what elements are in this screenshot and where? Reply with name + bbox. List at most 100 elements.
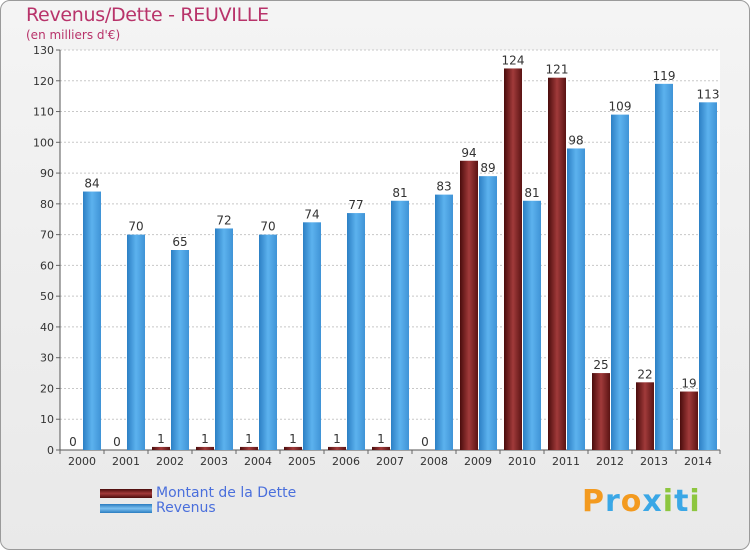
bar-debt <box>284 446 302 450</box>
logo-letter: x <box>642 484 663 519</box>
x-tick-label: 2010 <box>508 455 536 468</box>
y-tick-label: 30 <box>40 352 54 365</box>
data-label-revenue: 77 <box>348 198 363 212</box>
x-tick-label: 2006 <box>332 455 360 468</box>
bar-revenue <box>567 148 585 450</box>
data-label-debt: 19 <box>681 377 696 391</box>
x-tick-label: 2007 <box>376 455 404 468</box>
y-tick-label: 120 <box>33 75 54 88</box>
data-label-revenue: 65 <box>172 235 187 249</box>
data-label-debt: 0 <box>69 435 77 449</box>
x-tick-label: 2013 <box>640 455 668 468</box>
data-label-debt: 1 <box>157 432 165 446</box>
bar-debt <box>152 446 170 450</box>
y-tick-label: 60 <box>40 259 54 272</box>
bar-revenue <box>655 83 673 450</box>
x-tick-label: 2009 <box>464 455 492 468</box>
bar-revenue <box>699 102 717 451</box>
y-tick-label: 10 <box>40 413 54 426</box>
data-label-revenue: 84 <box>84 177 99 191</box>
bar-revenue <box>83 191 101 451</box>
logo-letter: i <box>689 484 701 519</box>
bar-debt <box>592 373 610 450</box>
bar-revenue <box>523 200 541 450</box>
bar-debt <box>372 446 390 450</box>
bar-revenue <box>347 213 365 450</box>
bar-debt <box>504 68 522 450</box>
x-tick-label: 2002 <box>156 455 184 468</box>
data-label-revenue: 89 <box>480 161 495 175</box>
data-label-debt: 25 <box>593 358 608 372</box>
data-label-revenue: 70 <box>128 220 143 234</box>
legend-label-debt: Montant de la Dette <box>156 485 297 501</box>
x-tick-label: 2004 <box>244 455 272 468</box>
y-tick-label: 100 <box>33 136 54 149</box>
data-label-revenue: 70 <box>260 220 275 234</box>
y-tick-label: 50 <box>40 290 54 303</box>
y-tick-label: 130 <box>33 44 54 57</box>
bar-revenue <box>215 228 233 450</box>
y-tick-label: 70 <box>40 229 54 242</box>
data-label-debt: 0 <box>421 435 429 449</box>
x-tick-label: 2000 <box>68 455 96 468</box>
bar-debt <box>240 446 258 450</box>
logo-letter: o <box>620 484 643 519</box>
bar-revenue <box>611 114 629 450</box>
bar-debt <box>196 446 214 450</box>
data-label-debt: 1 <box>333 432 341 446</box>
bar-revenue <box>259 234 277 450</box>
legend-swatch-debt <box>100 489 152 498</box>
data-label-debt: 1 <box>201 432 209 446</box>
y-tick-label: 80 <box>40 198 54 211</box>
x-tick-label: 2008 <box>420 455 448 468</box>
data-label-debt: 1 <box>377 432 385 446</box>
x-tick-label: 2014 <box>684 455 712 468</box>
logo-letter: t <box>674 484 690 519</box>
x-tick-label: 2005 <box>288 455 316 468</box>
y-tick-label: 90 <box>40 167 54 180</box>
bar-revenue <box>303 222 321 450</box>
legend-label-revenue: Revenus <box>156 500 216 516</box>
data-label-debt: 94 <box>461 146 476 160</box>
data-label-revenue: 72 <box>216 213 231 227</box>
chart-title: Revenus/Dette - REUVILLE <box>26 4 269 26</box>
bar-revenue <box>171 250 189 450</box>
data-label-debt: 121 <box>546 63 569 77</box>
logo-letter: r <box>605 484 621 519</box>
bar-debt <box>636 382 654 450</box>
bar-debt <box>680 391 698 450</box>
bar-revenue <box>435 194 453 450</box>
data-label-revenue: 98 <box>568 133 583 147</box>
chart-subtitle: (en milliers d'€) <box>26 28 121 42</box>
data-label-debt: 1 <box>245 432 253 446</box>
data-label-debt: 1 <box>289 432 297 446</box>
data-label-revenue: 81 <box>392 186 407 200</box>
bar-revenue <box>127 234 145 450</box>
logo-letter: P <box>582 484 605 519</box>
x-tick-label: 2011 <box>552 455 580 468</box>
data-label-debt: 22 <box>637 367 652 381</box>
bar-debt <box>548 77 566 450</box>
data-label-debt: 124 <box>502 53 525 67</box>
y-tick-label: 20 <box>40 382 54 395</box>
data-label-debt: 0 <box>113 435 121 449</box>
y-tick-label: 40 <box>40 321 54 334</box>
bar-debt <box>328 446 346 450</box>
x-tick-label: 2001 <box>112 455 140 468</box>
logo-letter: i <box>662 484 675 519</box>
data-label-revenue: 81 <box>524 186 539 200</box>
x-tick-label: 2012 <box>596 455 624 468</box>
y-tick-label: 110 <box>33 106 54 119</box>
proxiti-logo: Proxiti <box>582 484 701 519</box>
bar-revenue <box>391 200 409 450</box>
bar-revenue <box>479 176 497 450</box>
legend-swatch-revenue <box>100 504 152 513</box>
data-label-revenue: 113 <box>697 87 720 101</box>
bar-debt <box>460 160 478 450</box>
data-label-revenue: 109 <box>609 100 632 114</box>
data-label-revenue: 74 <box>304 207 319 221</box>
data-label-revenue: 83 <box>436 180 451 194</box>
data-label-revenue: 119 <box>653 69 676 83</box>
y-tick-label: 0 <box>47 444 54 457</box>
